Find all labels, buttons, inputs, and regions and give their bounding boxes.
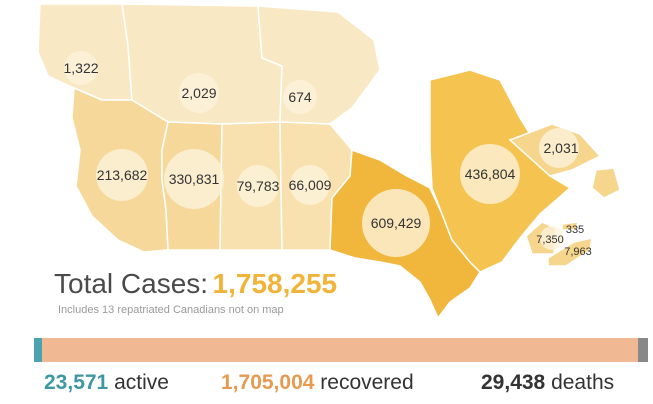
bubble-manitoba	[290, 165, 330, 205]
bubble-maritimes	[540, 226, 564, 250]
bubble-quebec	[460, 144, 520, 204]
case-status-bar	[34, 338, 648, 362]
stat-recovered-value: 1,705,004	[221, 371, 315, 394]
total-cases-note: Includes 13 repatriated Canadians not on…	[58, 304, 284, 316]
bubble-newfoundland-labrador	[539, 128, 579, 168]
stat-active: 23,571 active	[44, 371, 169, 395]
stat-active-label: active	[114, 371, 169, 394]
label-nunavut: 674	[288, 89, 312, 105]
canada-map	[37, 3, 621, 320]
stat-deaths-label: deaths	[551, 371, 615, 394]
label-northwest-territories: 2,029	[181, 85, 217, 101]
bar-segment-deaths	[637, 338, 648, 362]
bubble-alberta	[164, 149, 224, 209]
label-manitoba: 66,009	[288, 177, 332, 193]
stat-deaths: 29,438 deaths	[481, 371, 614, 395]
total-cases: Total Cases: 1,758,255	[54, 268, 337, 300]
region-nova-scotia[interactable]	[547, 237, 593, 267]
label-newfoundland-labrador: 2,031	[543, 140, 579, 156]
bubble-yukon	[64, 51, 98, 85]
stat-active-value: 23,571	[44, 371, 109, 394]
region-newfoundland-island[interactable]	[591, 167, 621, 199]
region-prince-edward-island[interactable]	[561, 221, 579, 231]
stat-deaths-value: 29,438	[481, 371, 546, 394]
case-status-legend: 23,571 active 1,705,004 recovered 29,438…	[0, 371, 653, 399]
label-prince-edward-island: 335	[565, 224, 585, 236]
label-british-columbia: 213,682	[96, 167, 148, 183]
bar-segment-active	[34, 338, 43, 362]
stat-recovered: 1,705,004 recovered	[221, 371, 414, 395]
label-alberta: 330,831	[168, 171, 220, 187]
stat-recovered-label: recovered	[320, 371, 414, 394]
label-ontario: 609,429	[370, 215, 422, 231]
total-cases-value: 1,758,255	[212, 268, 338, 299]
label-yukon: 1,322	[63, 60, 99, 76]
bubble-northwest-territories	[179, 73, 219, 113]
bubble-nunavut	[283, 80, 317, 114]
total-cases-title: Total Cases:	[54, 268, 209, 299]
label-nova-scotia: 7,963	[564, 246, 592, 258]
bubble-british-columbia	[96, 149, 148, 201]
bubble-saskatchewan	[237, 165, 279, 207]
bubble-ontario	[362, 189, 430, 257]
bar-segment-recovered	[42, 338, 638, 362]
label-quebec: 436,804	[464, 166, 516, 182]
label-new-brunswick: 7,350	[536, 234, 564, 246]
label-saskatchewan: 79,783	[236, 178, 280, 194]
